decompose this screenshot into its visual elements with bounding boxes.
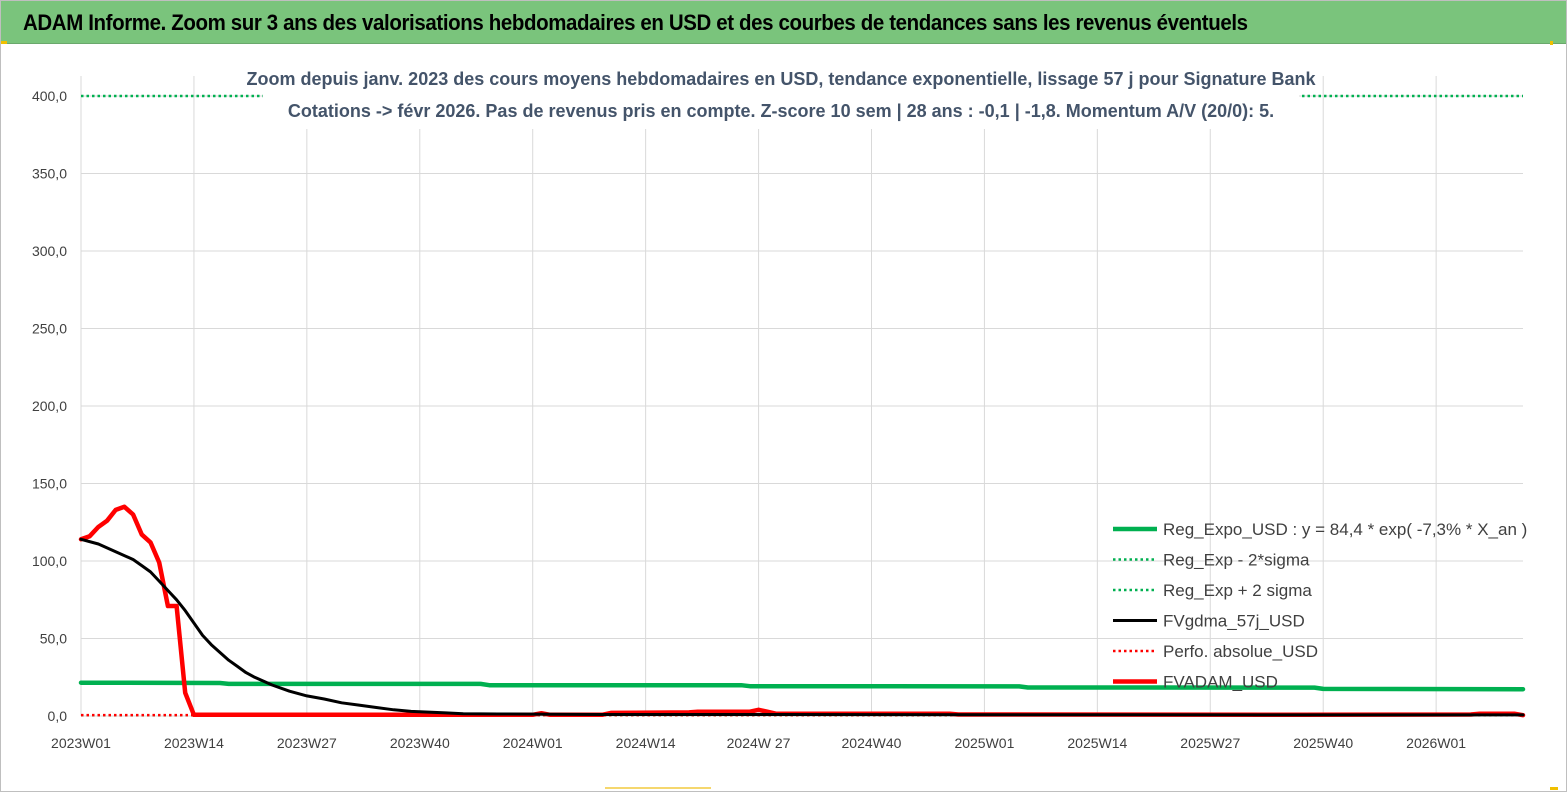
chart-title-line-1: Zoom depuis janv. 2023 des cours moyens …	[247, 69, 1317, 89]
x-tick-label: 2023W14	[164, 735, 224, 751]
y-tick-label: 200,0	[32, 398, 67, 414]
chart-titles: Zoom depuis janv. 2023 des cours moyens …	[247, 65, 1317, 129]
header-banner: ADAM Informe. Zoom sur 3 ans des valoris…	[1, 1, 1566, 44]
legend-label: Reg_Exp - 2*sigma	[1163, 551, 1310, 570]
y-tick-label: 300,0	[32, 243, 67, 259]
chart-title-line-2: Cotations -> févr 2026. Pas de revenus p…	[288, 101, 1274, 121]
legend-label: FVADAM_USD	[1163, 673, 1278, 692]
corner-accent	[1550, 41, 1553, 45]
x-tick-label: 2023W27	[277, 735, 337, 751]
grid-lines	[80, 76, 1523, 716]
y-tick-label: 150,0	[32, 476, 67, 492]
y-tick-label: 350,0	[32, 166, 67, 182]
x-tick-label: 2024W14	[616, 735, 676, 751]
y-tick-label: 400,0	[32, 88, 67, 104]
x-tick-label: 2025W01	[954, 735, 1014, 751]
x-tick-label: 2023W01	[51, 735, 111, 751]
legend-label: Reg_Exp + 2 sigma	[1163, 581, 1312, 600]
report-title: ADAM Informe. Zoom sur 3 ans des valoris…	[23, 10, 1248, 35]
legend-label: Perfo. absolue_USD	[1163, 642, 1318, 661]
y-tick-label: 250,0	[32, 321, 67, 337]
y-tick-label: 100,0	[32, 553, 67, 569]
y-tick-label: 0,0	[48, 708, 68, 724]
series-line-0	[78, 680, 1526, 692]
y-tick-label: 50,0	[40, 631, 67, 647]
corner-accent	[1, 41, 7, 44]
bottom-accent	[605, 787, 711, 789]
x-tick-label: 2024W40	[842, 735, 902, 751]
series-line-3	[79, 537, 1525, 717]
x-tick-label: 2023W40	[390, 735, 450, 751]
legend-label: Reg_Expo_USD : y = 84,4 * exp( -7,3% * X…	[1163, 520, 1527, 539]
x-tick-label: 2025W14	[1067, 735, 1127, 751]
x-tick-label: 2025W27	[1180, 735, 1240, 751]
x-tick-label: 2026W01	[1406, 735, 1466, 751]
title-backdrop	[263, 65, 1299, 129]
legend-label: FVgdma_57j_USD	[1163, 612, 1305, 631]
x-tick-label: 2025W40	[1293, 735, 1353, 751]
x-tick-label: 2024W 27	[727, 735, 791, 751]
corner-accent	[1550, 787, 1558, 790]
legend: Reg_Expo_USD : y = 84,4 * exp( -7,3% * X…	[1113, 520, 1527, 692]
x-tick-label: 2024W01	[503, 735, 563, 751]
